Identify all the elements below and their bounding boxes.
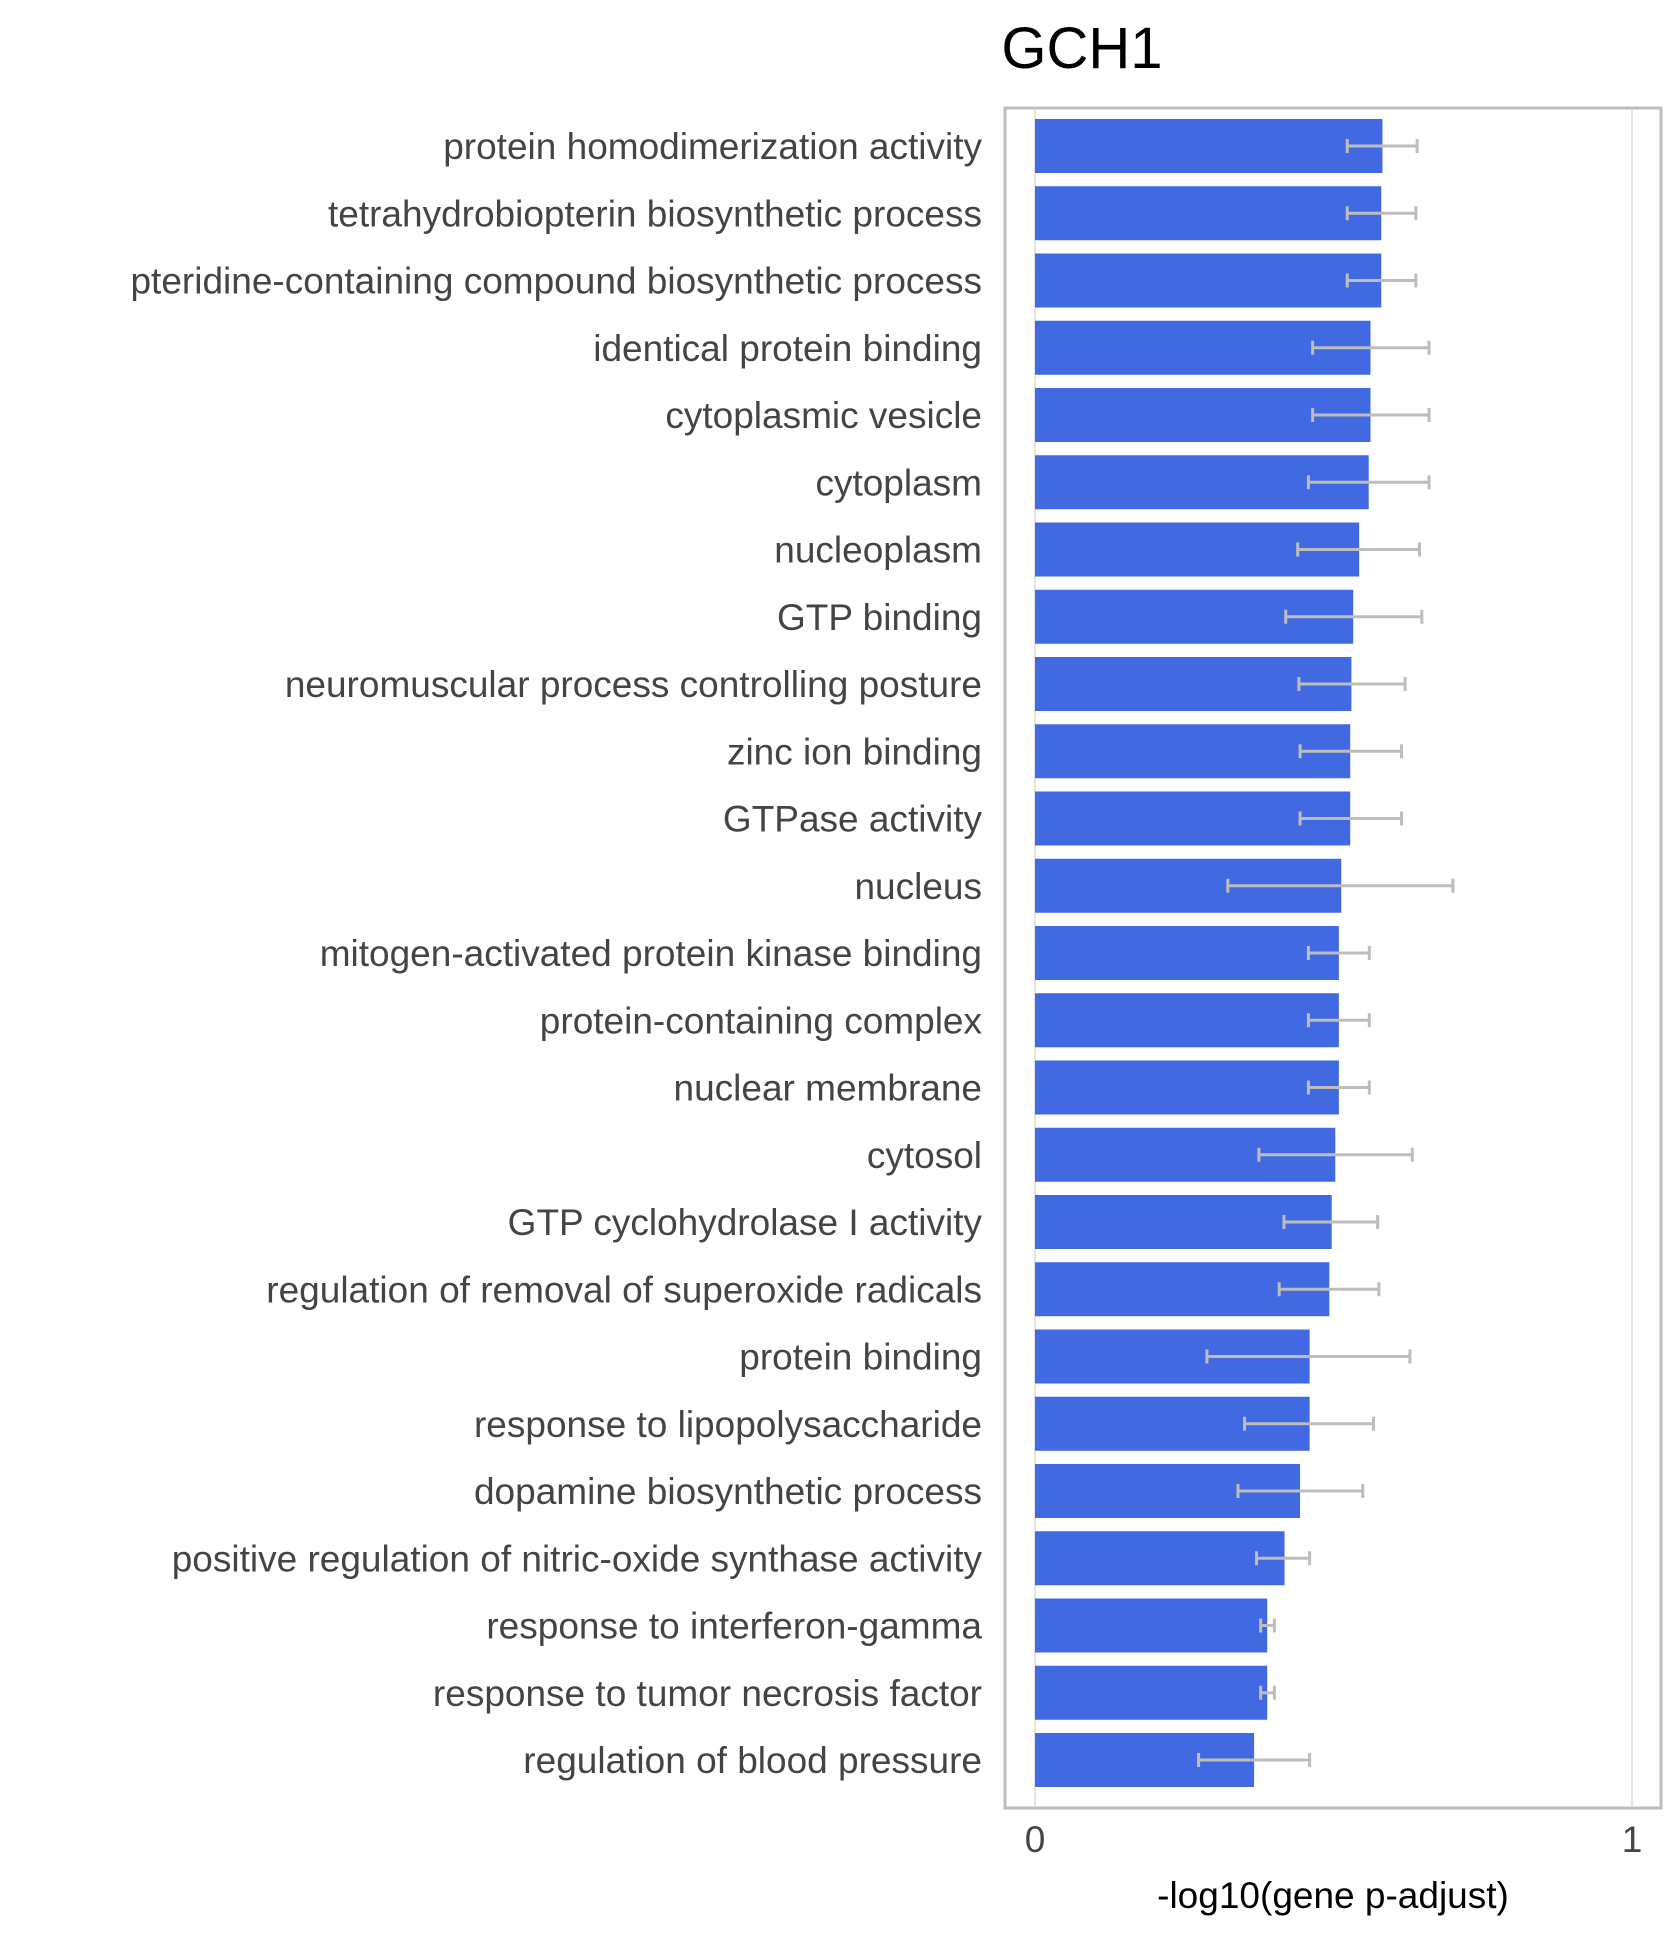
category-label: positive regulation of nitric-oxide synt…	[172, 1538, 983, 1579]
error-bar	[1345, 206, 1418, 221]
error-bar	[1197, 1753, 1312, 1767]
bar	[1035, 1598, 1268, 1653]
error-bar	[1306, 946, 1371, 960]
category-label: protein homodimerization activity	[443, 126, 982, 167]
category-label: nucleus	[854, 866, 982, 907]
bar	[1035, 926, 1339, 980]
error-bar	[1306, 475, 1431, 490]
error-bar	[1259, 1618, 1276, 1633]
bar	[1035, 119, 1383, 173]
bar	[1035, 253, 1382, 308]
category-label: regulation of removal of superoxide radi…	[266, 1269, 982, 1310]
error-bar	[1257, 1147, 1414, 1162]
category-label: GTP cyclohydrolase I activity	[508, 1202, 983, 1243]
error-bar	[1298, 811, 1404, 826]
bar	[1035, 724, 1351, 779]
category-label: regulation of blood pressure	[523, 1740, 982, 1781]
chart-title: GCH1	[1001, 16, 1162, 81]
error-bar	[1282, 1215, 1380, 1229]
error-bar	[1311, 340, 1431, 355]
error-bar	[1226, 878, 1455, 893]
category-label: GTPase activity	[723, 799, 983, 840]
error-bar	[1306, 1013, 1371, 1028]
category-label: cytoplasmic vesicle	[665, 395, 982, 436]
bar	[1035, 993, 1339, 1048]
category-label: zinc ion binding	[727, 731, 982, 772]
category-label: pteridine-containing compound biosynthet…	[130, 261, 982, 302]
error-bar	[1298, 744, 1404, 759]
error-bar	[1297, 677, 1407, 691]
error-bar	[1306, 1080, 1371, 1095]
error-bar	[1296, 542, 1421, 557]
error-bars-layer	[1197, 139, 1455, 1767]
category-label: cytosol	[867, 1135, 982, 1176]
error-bar	[1284, 609, 1424, 624]
error-bar	[1259, 1685, 1276, 1700]
error-bar	[1311, 408, 1431, 422]
category-label: response to interferon-gamma	[486, 1606, 982, 1647]
category-label: identical protein binding	[593, 328, 982, 369]
category-label: GTP binding	[777, 597, 982, 638]
category-label: mitogen-activated protein kinase binding	[320, 933, 982, 974]
bar	[1035, 186, 1382, 241]
error-bar	[1277, 1282, 1381, 1297]
error-bar	[1205, 1349, 1412, 1364]
bar	[1035, 1195, 1332, 1249]
category-label: response to lipopolysaccharide	[474, 1404, 982, 1445]
error-bar	[1345, 273, 1418, 288]
category-label: neuromuscular process controlling postur…	[285, 664, 982, 705]
category-label: cytoplasm	[815, 462, 982, 503]
bar	[1035, 791, 1351, 846]
category-labels: protein homodimerization activity tetrahy…	[130, 126, 982, 1781]
x-axis-label: -log10(gene p-adjust)	[1157, 1875, 1509, 1916]
x-tick-label: 1	[1622, 1819, 1643, 1860]
bar	[1035, 1060, 1339, 1115]
error-bar	[1243, 1416, 1375, 1431]
category-label: response to tumor necrosis factor	[433, 1673, 982, 1714]
category-label: nuclear membrane	[674, 1068, 982, 1109]
error-bar	[1345, 139, 1419, 153]
bar	[1035, 1665, 1268, 1720]
category-label: protein-containing complex	[540, 1000, 983, 1041]
category-label: nucleoplasm	[774, 530, 982, 571]
x-tick-label: 0	[1025, 1819, 1046, 1860]
error-bar	[1236, 1484, 1365, 1498]
category-label: protein binding	[739, 1337, 982, 1378]
category-label: tetrahydrobiopterin biosynthetic process	[328, 193, 982, 234]
error-bar	[1254, 1551, 1312, 1566]
category-label: dopamine biosynthetic process	[474, 1471, 982, 1512]
bar	[1035, 1531, 1285, 1586]
plot-panel-border	[1003, 106, 1663, 1810]
